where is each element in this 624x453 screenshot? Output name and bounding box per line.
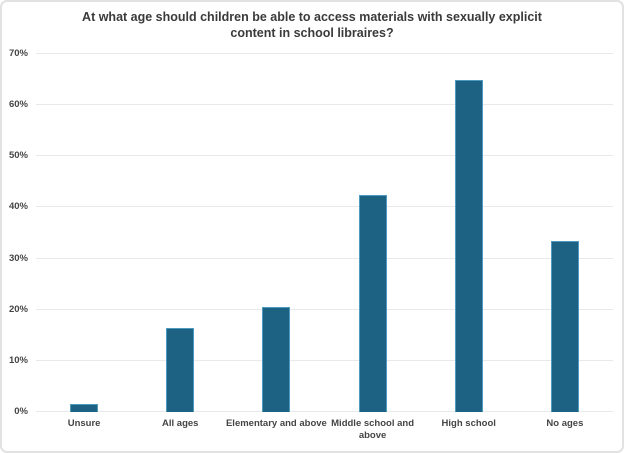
x-tick-label: Unsure <box>67 418 101 429</box>
gridline <box>36 257 613 259</box>
plot-area: 0% 10% 20% 30% 40% 50% 60% 70% Unsure All ages Ele… <box>9 49 613 441</box>
chart-title: At what age should children be able to a… <box>82 10 542 40</box>
bar-column: Middle school and above <box>325 54 421 441</box>
bar <box>454 79 483 412</box>
gridline <box>36 53 613 54</box>
bar-column: No ages <box>517 54 613 429</box>
y-tick-label: 0% <box>14 406 28 417</box>
y-tick-label: 50% <box>8 150 28 162</box>
bar <box>70 404 99 412</box>
y-tick-label: 30% <box>8 252 28 264</box>
x-tick-label: Elementary and above <box>225 418 327 429</box>
bar <box>550 240 579 412</box>
gridline <box>36 206 613 208</box>
bar-column: Elementary and above <box>226 54 327 429</box>
x-tick-label: High school <box>441 418 496 429</box>
gridline <box>36 359 613 361</box>
y-tick-label: 10% <box>8 354 28 366</box>
y-tick-label: 40% <box>8 201 28 213</box>
y-tick-label: 60% <box>8 99 28 111</box>
bar-column: All ages <box>132 54 228 429</box>
x-tick-label: All ages <box>162 418 199 429</box>
gridline <box>36 104 613 106</box>
bar <box>358 194 387 412</box>
bar <box>166 327 195 412</box>
gridline <box>36 411 613 412</box>
y-tick-label: 70% <box>8 48 28 59</box>
x-tick-label: Middle school and above <box>331 418 415 441</box>
y-tick-label: 20% <box>8 303 28 315</box>
bar-column: High school <box>421 54 517 429</box>
gridline <box>36 155 613 157</box>
x-tick-label: No ages <box>546 418 584 429</box>
bar <box>262 307 291 412</box>
gridline <box>36 308 613 310</box>
bar-column: Unsure <box>36 54 132 429</box>
